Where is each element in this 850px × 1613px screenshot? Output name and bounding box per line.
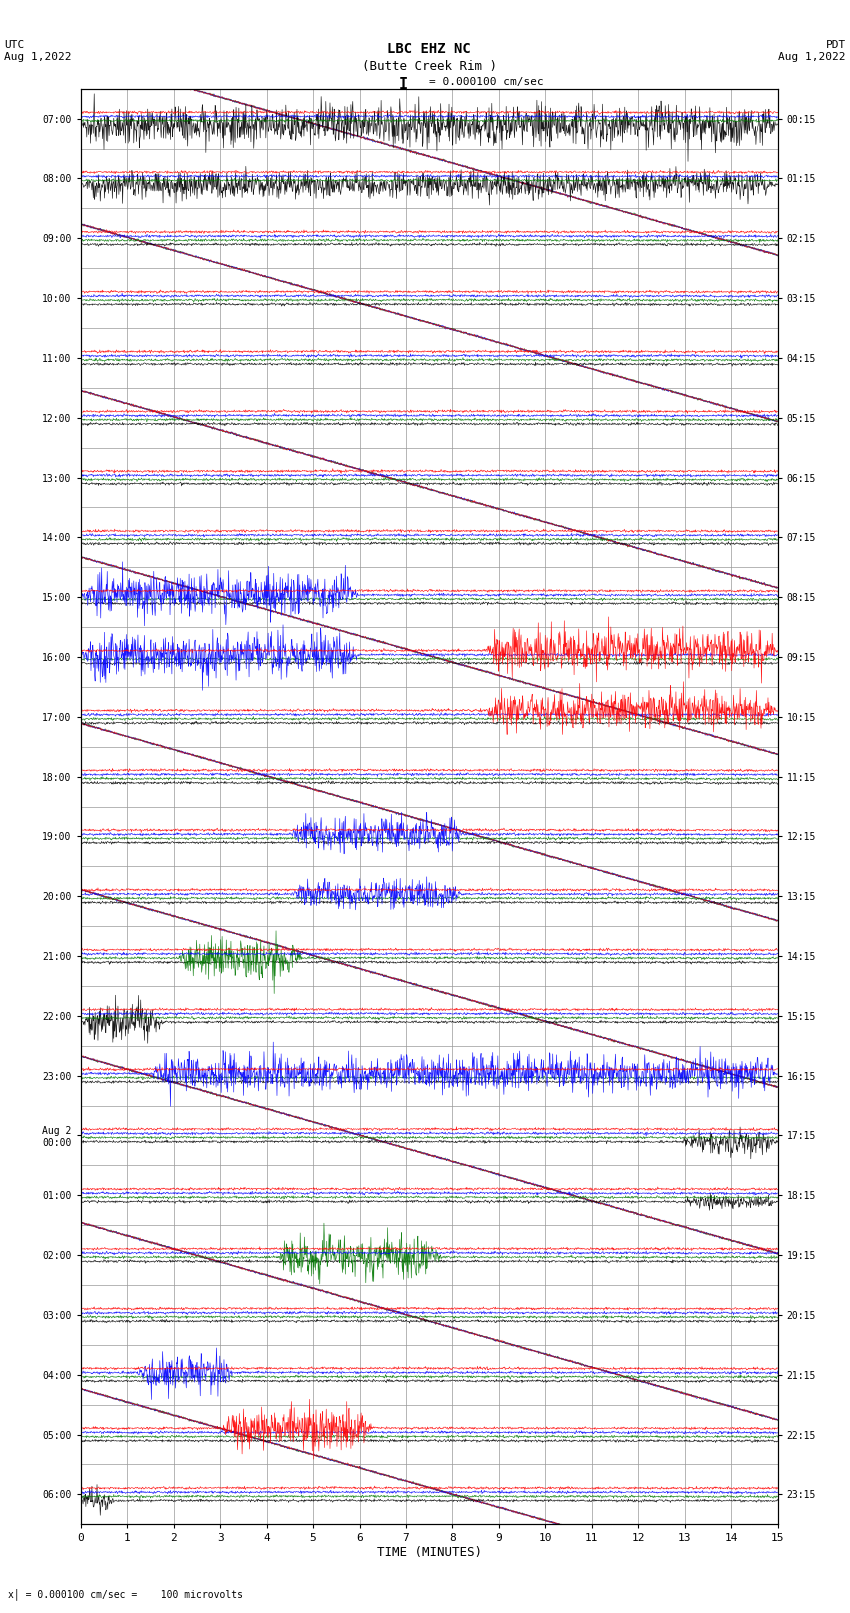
- Text: UTC
Aug 1,2022: UTC Aug 1,2022: [4, 40, 71, 61]
- Text: PDT
Aug 1,2022: PDT Aug 1,2022: [779, 40, 846, 61]
- Text: (Butte Creek Rim ): (Butte Creek Rim ): [362, 60, 496, 73]
- Text: I: I: [400, 77, 408, 92]
- Text: LBC EHZ NC: LBC EHZ NC: [388, 42, 471, 56]
- Text: = 0.000100 cm/sec: = 0.000100 cm/sec: [429, 77, 544, 87]
- Text: x│ = 0.000100 cm/sec =    100 microvolts: x│ = 0.000100 cm/sec = 100 microvolts: [8, 1589, 243, 1600]
- X-axis label: TIME (MINUTES): TIME (MINUTES): [377, 1547, 482, 1560]
